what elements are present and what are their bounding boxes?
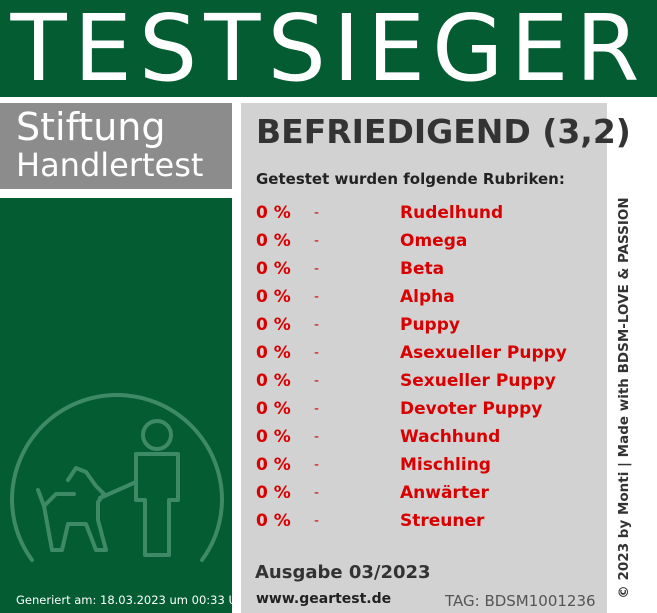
category-row: 0 % - Omega xyxy=(256,228,601,256)
category-percent: 0 % xyxy=(256,287,291,307)
category-name: Puppy xyxy=(400,315,460,335)
category-row: 0 % - Streuner xyxy=(256,508,601,536)
copyright-text: © 2023 by Monti | Made with BDSM-LOVE & … xyxy=(616,197,632,599)
category-percent: 0 % xyxy=(256,259,291,279)
category-list: 0 % - Rudelhund 0 % - Omega 0 % - Beta 0 % - Alp… xyxy=(256,200,601,536)
category-name: Mischling xyxy=(400,455,491,475)
category-name: Omega xyxy=(400,231,468,251)
category-name: Rudelhund xyxy=(400,203,504,223)
organization-box xyxy=(0,103,232,189)
category-percent: 0 % xyxy=(256,231,291,251)
category-percent: 0 % xyxy=(256,427,291,447)
organization-line-1: Stiftung xyxy=(16,105,166,149)
issue-label: Ausgabe 03/2023 xyxy=(255,562,431,583)
category-row: 0 % - Asexueller Puppy xyxy=(256,340,601,368)
person-walking-dog-icon xyxy=(10,393,224,562)
categories-intro: Getestet wurden folgende Rubriken: xyxy=(256,170,565,188)
category-percent: 0 % xyxy=(256,343,291,363)
organization-line-2: Handlertest xyxy=(16,146,204,184)
category-dash: - xyxy=(314,261,320,277)
category-row: 0 % - Alpha xyxy=(256,284,601,312)
category-percent: 0 % xyxy=(256,399,291,419)
website-link[interactable]: www.geartest.de xyxy=(256,591,392,607)
category-dash: - xyxy=(314,485,320,501)
category-row: 0 % - Beta xyxy=(256,256,601,284)
category-dash: - xyxy=(314,205,320,221)
category-row: 0 % - Wachhund xyxy=(256,424,601,452)
category-row: 0 % - Rudelhund xyxy=(256,200,601,228)
category-name: Anwärter xyxy=(400,483,489,503)
category-name: Sexueller Puppy xyxy=(400,371,556,391)
category-name: Alpha xyxy=(400,287,455,307)
category-dash: - xyxy=(314,289,320,305)
generated-timestamp: Generiert am: 18.03.2023 um 00:33 Uhr xyxy=(16,593,249,607)
divider xyxy=(0,189,232,198)
category-dash: - xyxy=(314,345,320,361)
page-title: TESTSIEGER xyxy=(10,0,647,102)
category-row: 0 % - Puppy xyxy=(256,312,601,340)
rating-grade: BEFRIEDIGEND (3,2) xyxy=(256,112,631,151)
category-dash: - xyxy=(314,317,320,333)
category-row: 0 % - Devoter Puppy xyxy=(256,396,601,424)
category-row: 0 % - Sexueller Puppy xyxy=(256,368,601,396)
category-name: Asexueller Puppy xyxy=(400,343,567,363)
category-row: 0 % - Anwärter xyxy=(256,480,601,508)
category-percent: 0 % xyxy=(256,315,291,335)
category-percent: 0 % xyxy=(256,371,291,391)
category-dash: - xyxy=(314,429,320,445)
category-dash: - xyxy=(314,233,320,249)
category-row: 0 % - Mischling xyxy=(256,452,601,480)
tag-label: TAG: BDSM1001236 xyxy=(445,592,596,610)
category-percent: 0 % xyxy=(256,483,291,503)
category-percent: 0 % xyxy=(256,203,291,223)
category-dash: - xyxy=(314,457,320,473)
category-percent: 0 % xyxy=(256,511,291,531)
result-panel xyxy=(241,103,607,613)
category-name: Streuner xyxy=(400,511,485,531)
category-name: Beta xyxy=(400,259,445,279)
category-dash: - xyxy=(314,401,320,417)
category-name: Devoter Puppy xyxy=(400,399,543,419)
category-percent: 0 % xyxy=(256,455,291,475)
category-name: Wachhund xyxy=(400,427,501,447)
header-band xyxy=(0,0,657,97)
category-dash: - xyxy=(314,373,320,389)
category-dash: - xyxy=(314,513,320,529)
